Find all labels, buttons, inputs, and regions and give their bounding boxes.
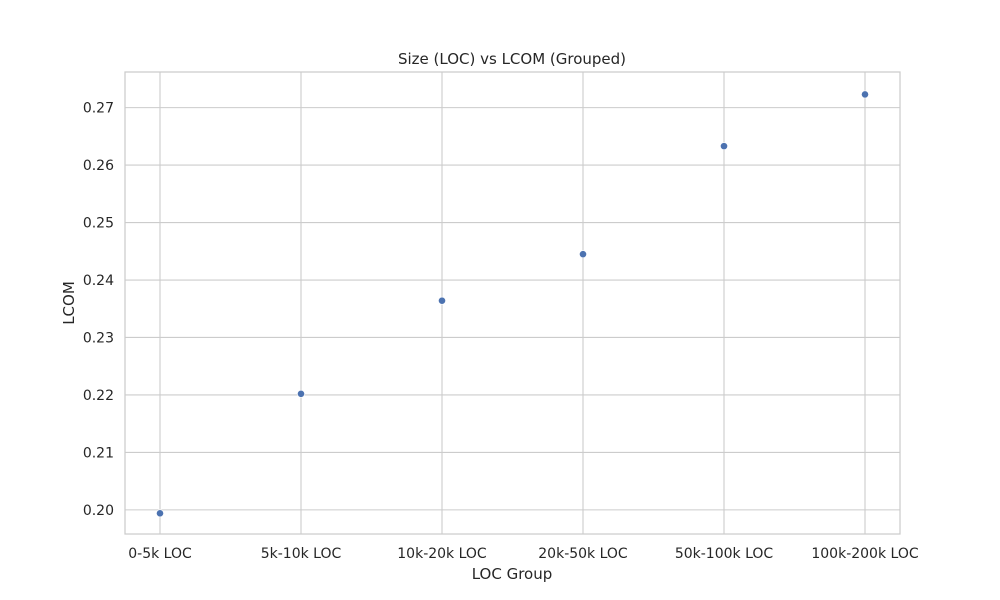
y-tick-label: 0.24	[83, 273, 114, 289]
chart-title: Size (LOC) vs LCOM (Grouped)	[398, 50, 626, 68]
data-points	[156, 90, 869, 518]
data-point	[438, 296, 446, 305]
x-tick-label: 20k-50k LOC	[538, 546, 628, 562]
y-tick-label: 0.25	[83, 216, 114, 232]
y-tick-label: 0.22	[83, 388, 114, 404]
x-tick-label: 100k-200k LOC	[811, 546, 918, 562]
y-tick-label: 0.26	[83, 158, 114, 174]
plot-background	[125, 72, 900, 534]
x-tick-label: 10k-20k LOC	[397, 546, 487, 562]
y-axis-title: LCOM	[60, 281, 78, 325]
y-tick-label: 0.20	[83, 503, 114, 519]
data-point	[720, 142, 728, 151]
x-tick-label: 5k-10k LOC	[261, 546, 342, 562]
plot-frame	[124, 71, 901, 535]
x-axis-title: LOC Group	[472, 565, 553, 583]
data-point	[861, 90, 869, 99]
grid-lines	[125, 72, 900, 534]
y-tick-labels: 0.20 0.21 0.22 0.23 0.24 0.25 0.26 0.27	[83, 101, 114, 519]
data-point	[579, 250, 587, 259]
x-tick-label: 0-5k LOC	[128, 546, 192, 562]
data-point	[297, 389, 305, 398]
y-tick-label: 0.23	[83, 330, 114, 346]
y-tick-label: 0.21	[83, 445, 114, 461]
x-tick-labels: 0-5k LOC 5k-10k LOC 10k-20k LOC 20k-50k LOC…	[128, 546, 919, 562]
x-tick-label: 50k-100k LOC	[675, 546, 774, 562]
y-tick-label: 0.27	[83, 101, 114, 117]
data-point	[156, 509, 164, 518]
